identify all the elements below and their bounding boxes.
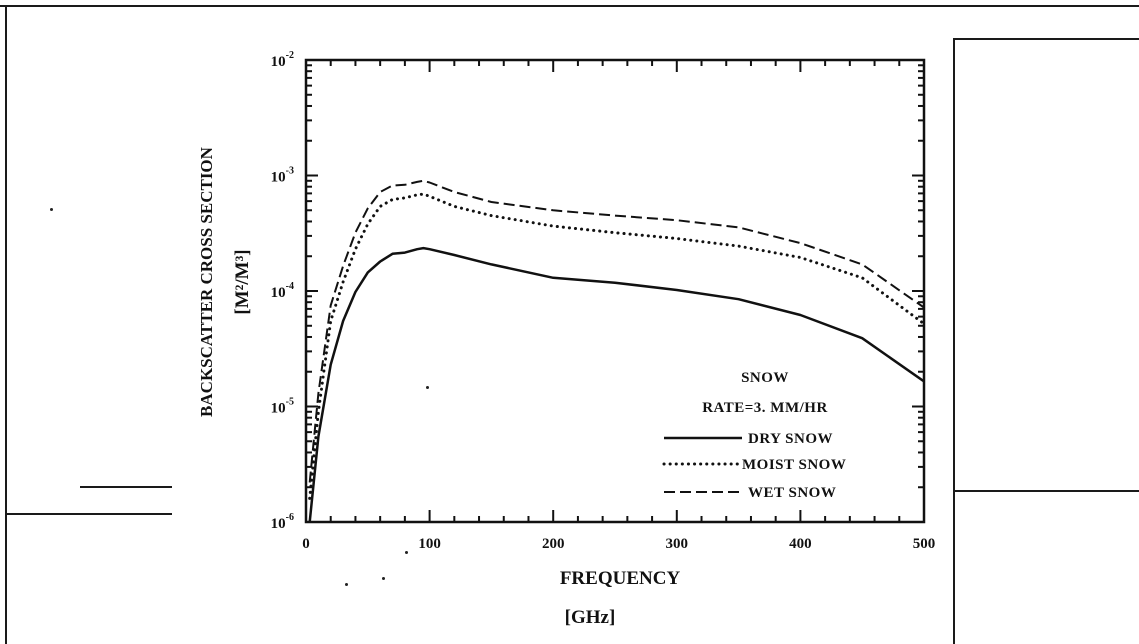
y-tick-label: 10-6 [271, 512, 294, 532]
plot-frame [306, 60, 924, 522]
legend-title: SNOW [741, 370, 789, 386]
y-tick-label: 10-4 [271, 281, 294, 301]
y-tick-label: 10-2 [271, 50, 294, 70]
x-tick-label: 0 [302, 536, 310, 552]
x-tick-label: 200 [542, 536, 565, 552]
y-axis-unit: [M²/M³] [232, 249, 253, 314]
x-tick-label: 300 [666, 536, 689, 552]
legend-label-wet-snow: WET SNOW [748, 485, 836, 501]
legend-subtitle: RATE=3. MM/HR [702, 400, 828, 416]
legend-label-moist-snow: MOIST SNOW [742, 457, 846, 473]
tick-marks [306, 60, 924, 522]
series-line-moist-snow [310, 194, 924, 498]
y-tick-label: 10-3 [271, 166, 294, 186]
legend-label-dry-snow: DRY SNOW [748, 431, 833, 447]
x-axis-title: FREQUENCY [560, 568, 681, 589]
y-tick-label: 10-5 [271, 397, 294, 417]
legend: SNOW RATE=3. MM/HR DRY SNOW MOIST SNOW W… [664, 370, 846, 501]
tick-labels: 0 100 200 300 400 500 10-2 10-3 10-4 10-5 10-6 [271, 50, 936, 552]
series-line-dry-snow [310, 248, 924, 522]
x-axis-unit: [GHz] [565, 607, 616, 628]
y-axis-title: BACKSCATTER CROSS SECTION [197, 146, 216, 417]
x-tick-label: 100 [418, 536, 441, 552]
x-tick-label: 500 [913, 536, 936, 552]
x-tick-label: 400 [789, 536, 812, 552]
